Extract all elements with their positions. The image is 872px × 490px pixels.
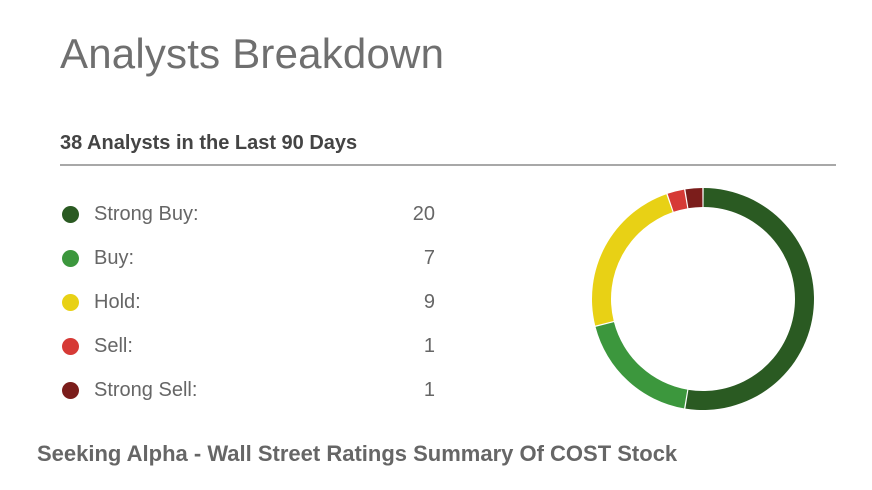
image-caption: Seeking Alpha - Wall Street Ratings Summ… bbox=[37, 441, 678, 466]
analysts-count-heading: 38 Analysts in the Last 90 Days bbox=[60, 132, 358, 154]
legend-label: Strong Buy: bbox=[94, 202, 199, 225]
slice-strong-buy bbox=[685, 188, 814, 410]
legend-item-hold: Hold: 9 bbox=[60, 280, 440, 324]
buy-dot-icon bbox=[62, 249, 79, 267]
legend-count: 20 bbox=[412, 202, 435, 225]
legend-item-strong-sell: Strong Sell: 1 bbox=[60, 368, 440, 412]
ratings-donut-chart bbox=[592, 188, 814, 410]
strong-buy-dot-icon bbox=[62, 205, 79, 223]
strong-sell-dot-icon bbox=[62, 381, 79, 399]
ratings-legend: Strong Buy: 20 Buy: 7 Hold: 9 Sell: 1 St… bbox=[60, 192, 440, 412]
legend-count: 1 bbox=[423, 334, 435, 357]
legend-count: 1 bbox=[423, 378, 435, 401]
hold-dot-icon bbox=[62, 293, 79, 311]
legend-label: Strong Sell: bbox=[94, 378, 198, 401]
legend-item-sell: Sell: 1 bbox=[60, 324, 440, 368]
slice-sell bbox=[667, 189, 688, 212]
legend-count: 9 bbox=[423, 290, 435, 313]
page-title: Analysts Breakdown bbox=[60, 30, 445, 77]
slice-strong-sell bbox=[685, 188, 703, 209]
legend-item-buy: Buy: 7 bbox=[60, 236, 440, 280]
slice-hold bbox=[592, 194, 673, 326]
legend-count: 7 bbox=[423, 246, 435, 269]
slice-buy bbox=[595, 322, 688, 409]
heading-divider bbox=[60, 164, 836, 166]
legend-item-strong-buy: Strong Buy: 20 bbox=[60, 192, 440, 236]
legend-label: Hold: bbox=[94, 290, 141, 313]
legend-label: Sell: bbox=[94, 334, 133, 357]
legend-label: Buy: bbox=[94, 246, 135, 269]
sell-dot-icon bbox=[62, 337, 79, 355]
